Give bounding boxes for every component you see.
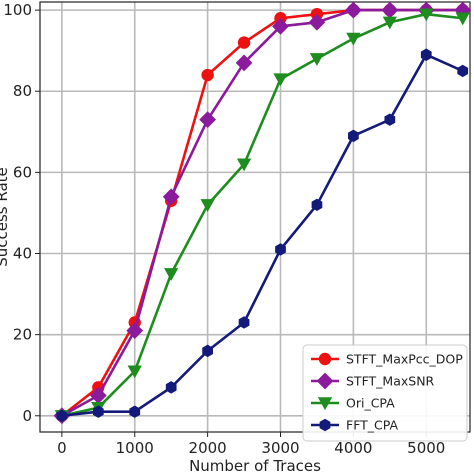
x-tick-label: 2000	[189, 439, 227, 457]
data-point	[457, 64, 469, 78]
legend-box	[302, 344, 468, 442]
legend-marker	[316, 372, 334, 390]
data-point	[199, 111, 216, 129]
data-point	[92, 405, 104, 418]
data-point	[202, 344, 213, 358]
data-point	[419, 8, 434, 22]
y-tick-label: 80	[13, 82, 32, 100]
data-point	[164, 268, 179, 281]
data-point	[311, 198, 323, 212]
data-point	[201, 68, 214, 82]
data-point	[200, 199, 215, 212]
data-point	[381, 1, 399, 19]
data-point	[165, 381, 177, 394]
series-ori-cpa	[54, 8, 470, 423]
data-point	[273, 73, 288, 87]
legend-label: FFT_CPA	[346, 418, 399, 433]
y-tick-label: 60	[13, 163, 32, 181]
data-point	[420, 48, 432, 61]
legend-entry: FFT_CPA	[311, 418, 399, 433]
data-point	[346, 32, 361, 46]
legend-marker	[318, 352, 332, 366]
legend-label: Ori_CPA	[346, 396, 395, 411]
legend-entry: STFT_MaxPcc_DOP	[311, 352, 463, 367]
y-tick-label: 20	[13, 326, 32, 344]
x-tick-label: 0	[57, 439, 67, 457]
data-point	[345, 1, 362, 19]
y-tick-label: 0	[22, 407, 32, 425]
x-tick-label: 5000	[407, 439, 445, 457]
data-point	[162, 188, 180, 206]
legend-entry: STFT_MaxSNR	[311, 372, 435, 390]
x-tick-label: 3000	[261, 439, 299, 457]
data-point	[348, 129, 359, 143]
x-tick-label: 4000	[334, 439, 372, 457]
x-axis-label: Number of Traces	[189, 457, 321, 474]
data-point	[129, 405, 141, 418]
data-point	[382, 16, 397, 30]
legend: STFT_MaxPcc_DOP STFT_MaxSNR Ori_CPA FFT_CPA	[302, 344, 468, 442]
data-point	[236, 158, 252, 172]
data-point	[127, 365, 142, 379]
data-point	[237, 36, 251, 49]
data-point	[272, 17, 289, 35]
data-point	[126, 322, 144, 339]
legend-label: STFT_MaxPcc_DOP	[346, 352, 463, 367]
data-point	[235, 54, 253, 72]
legend-entry: Ori_CPA	[311, 396, 395, 411]
series-line	[61, 12, 463, 418]
data-point	[89, 387, 107, 404]
legend-marker	[319, 418, 331, 432]
data-point	[275, 243, 286, 256]
data-point	[238, 316, 250, 329]
data-point	[56, 409, 68, 422]
data-point	[309, 53, 325, 66]
data-point	[384, 113, 396, 126]
data-point	[308, 13, 326, 31]
legend-marker	[317, 397, 333, 411]
x-tick-label: 1000	[116, 439, 154, 457]
data-point	[455, 12, 470, 26]
legend-label: STFT_MaxSNR	[346, 374, 435, 389]
y-tick-label: 40	[13, 245, 32, 263]
series-line	[61, 53, 464, 418]
series-layer	[53, 1, 472, 425]
plot-area-frame	[39, 1, 471, 433]
y-tick-label: 100	[3, 1, 32, 19]
y-axis-label: Success Rate	[0, 167, 11, 267]
series-fft-cpa	[56, 48, 469, 422]
